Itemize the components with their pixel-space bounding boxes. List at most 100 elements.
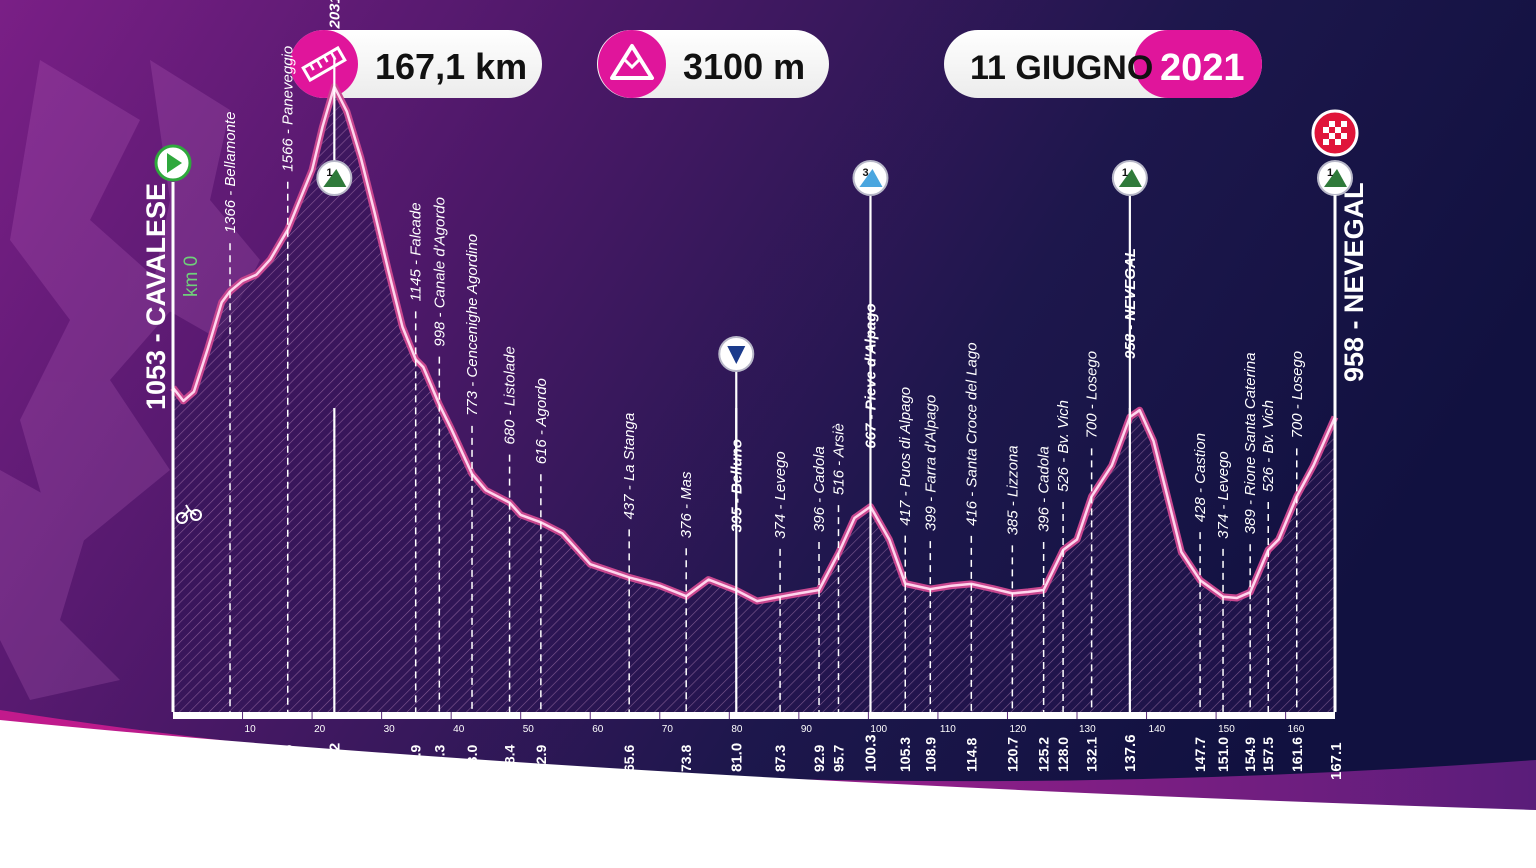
climb-cat3-icon: 3 — [852, 160, 889, 196]
waypoint-km-label: 137.6 — [1122, 734, 1139, 772]
finish-km-label: 167.1 — [1328, 742, 1345, 780]
waypoint-label: 399 - Farra d'Alpago — [922, 395, 939, 531]
waypoint-km-label: 154.9 — [1242, 737, 1258, 772]
waypoint-label: 396 - Cadola — [811, 446, 828, 532]
finish-flag-icon — [1311, 109, 1359, 157]
km-axis-bar — [173, 712, 1335, 719]
waypoint-label: 998 - Canale d'Agordo — [431, 197, 448, 347]
waypoint-label: 700 - Losego — [1289, 351, 1306, 439]
waypoint-label: 374 - Levego — [1215, 451, 1232, 539]
waypoint-label: 416 - Santa Croce del Lago — [963, 342, 980, 525]
start-marker: 1053 - CAVALESE km 0 — [141, 144, 202, 712]
waypoint-km-label: 87.3 — [772, 745, 788, 772]
waypoint-km-label: 125.2 — [1036, 737, 1052, 772]
year-value: 2021 — [1160, 47, 1245, 89]
waypoint-km-label: 120.7 — [1004, 737, 1020, 772]
waypoint-label: 773 - Cencenighe Agordino — [464, 234, 481, 416]
bicycle-icon — [176, 504, 202, 524]
waypoint-label: 1366 - Bellamonte — [222, 112, 239, 234]
axis-tick-label: 20 — [314, 724, 326, 735]
waypoint-label: 958 - NEVEGAL — [1122, 248, 1139, 359]
waypoint-km-label: 132.1 — [1084, 737, 1100, 772]
sprint-triangle — [727, 346, 746, 364]
waypoint-label: 2031 - Passo Valles — [326, 0, 343, 30]
waypoint-km-label: 23.2 — [326, 743, 343, 772]
climb-mountain — [859, 169, 883, 187]
waypoint-km-label: 147.7 — [1192, 737, 1208, 772]
axis-tick-label: 150 — [1218, 724, 1235, 735]
waypoint-label: 374 - Levego — [772, 451, 789, 539]
climb-pill: 3100 m — [597, 30, 829, 98]
climb-category-label: 3 — [862, 167, 868, 179]
waypoint-label: 1566 - Paneveggio — [280, 46, 297, 172]
start-label: 1053 - CAVALESE — [141, 183, 171, 410]
waypoint-km-label: 161.6 — [1289, 737, 1305, 772]
axis-tick-label: 100 — [870, 724, 887, 735]
waypoint-label: 1145 - Falcade — [408, 202, 425, 301]
waypoint-label: 680 - Listolade — [502, 346, 519, 444]
axis-tick-label: 160 — [1288, 724, 1305, 735]
waypoint-label: 385 - Lizzona — [1004, 445, 1021, 535]
mountain-icon — [610, 44, 654, 80]
climb-mountain — [1118, 169, 1142, 187]
climb-category-label: 1 — [1327, 167, 1333, 179]
province-note: BL — [333, 792, 369, 813]
axis-tick-label: 130 — [1079, 724, 1096, 735]
finish-label: 958 - NEVEGAL — [1339, 182, 1369, 382]
waypoint-km-label: 38.3 — [431, 745, 447, 772]
date-pill: 11 GIUGNO 2021 — [944, 30, 1262, 98]
province-note-label: BL — [352, 798, 369, 813]
waypoint-km-label: 81.0 — [728, 743, 745, 772]
waypoint-km-label: 108.9 — [922, 737, 938, 772]
finish-marker: 958 - NEVEGAL — [1311, 109, 1369, 712]
axis-tick-label: 60 — [592, 724, 604, 735]
axis-tick-label: 40 — [453, 724, 465, 735]
climb-category-label: 1 — [1122, 167, 1128, 179]
waypoint-km-label: 114.8 — [963, 738, 979, 772]
axis-tick-label: 140 — [1149, 724, 1166, 735]
distance-value: 167,1 km — [375, 46, 527, 87]
waypoint-label: 396 - Cadola — [1036, 446, 1053, 532]
waypoint-km-label: 8.2 — [222, 752, 238, 772]
waypoint-km-label: 52.9 — [533, 745, 549, 772]
axis-tick-label: 80 — [731, 724, 743, 735]
start-km0-label: km 0 — [181, 256, 202, 297]
axis-tick-label: 50 — [523, 724, 535, 735]
climb-mountain — [323, 169, 347, 187]
waypoint-label: 700 - Losego — [1084, 351, 1101, 439]
waypoint-label: 417 - Puos di Alpago — [897, 387, 914, 526]
distance-pill: 167,1 km — [290, 30, 542, 98]
waypoint-label: 376 - Mas — [678, 471, 695, 538]
climb-category-label: 1 — [326, 167, 332, 179]
waypoint-km-label: 95.7 — [830, 745, 846, 772]
waypoint-km-label: 157.5 — [1260, 737, 1276, 772]
waypoint-km-label: 65.6 — [621, 745, 637, 772]
axis-tick-label: 120 — [1009, 724, 1026, 735]
axis-tick-label: 70 — [662, 724, 674, 735]
climb-value: 3100 m — [683, 46, 805, 87]
waypoint-label: 428 - Castion — [1192, 433, 1209, 522]
climb-cat1-icon: 1 — [316, 160, 353, 196]
waypoint-km-label: 16.5 — [280, 745, 296, 772]
axis-tick-label: 10 — [245, 724, 257, 735]
profile-area — [173, 86, 1335, 712]
waypoint-km-label: 151.0 — [1215, 737, 1231, 772]
waypoint-km-label: 100.3 — [862, 734, 879, 772]
climb-cat1-icon: 1 — [1317, 160, 1353, 196]
waypoint-km-label: 128.0 — [1055, 737, 1071, 772]
waypoint-label: 395 - Belluno — [728, 439, 745, 532]
axis-tick-label: 30 — [384, 724, 396, 735]
waypoint-km-label: 48.4 — [502, 745, 518, 772]
waypoint-km-label: 105.3 — [897, 737, 913, 772]
waypoint-label: 616 - Agordo — [533, 378, 550, 464]
date-value: 11 GIUGNO — [970, 49, 1153, 87]
waypoint-label: 389 - Rione Santa Caterina — [1242, 352, 1259, 534]
waypoint-label: 526 - Bv. Vich — [1055, 400, 1072, 492]
waypoint-km-label: 43.0 — [464, 745, 480, 772]
waypoint-label: 437 - La Stanga — [621, 413, 638, 520]
start-km-label: 0.0 — [165, 745, 182, 766]
climb-cat1-icon: 1 — [1111, 160, 1148, 196]
axis-tick-label: 110 — [940, 724, 956, 735]
